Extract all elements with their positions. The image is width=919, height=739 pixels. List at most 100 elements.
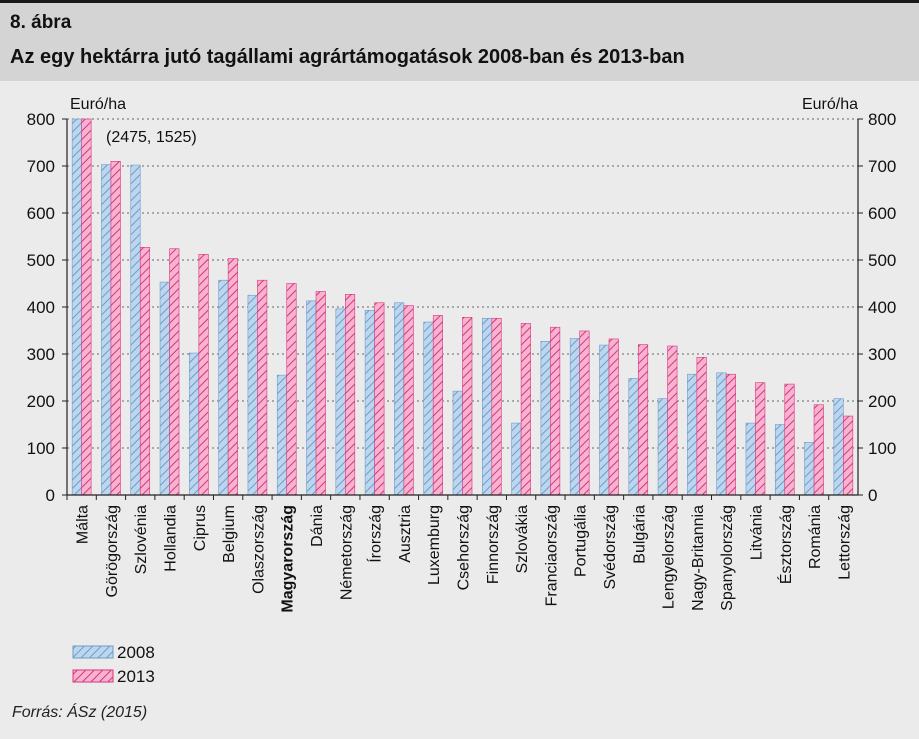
figure-header: 8. ábra Az egy hektárra jutó tagállami a… [0, 0, 919, 81]
x-category-label: Észtország [776, 505, 795, 584]
x-category-label: Lettország [836, 505, 853, 580]
legend-label-2013: 2013 [117, 667, 155, 686]
bar-2013-7 [257, 279, 268, 496]
bar-2008-9 [306, 300, 317, 496]
y-tick-label-right: 700 [868, 157, 896, 176]
bar-2008-8 [276, 374, 288, 496]
x-category-label: Szlovénia [133, 505, 150, 574]
bar-2008-14 [452, 390, 463, 496]
bar-2013-15 [491, 317, 502, 496]
bar-2013-27 [843, 415, 854, 496]
bar-2008-15 [481, 317, 493, 496]
bar-2008-7 [247, 294, 258, 496]
x-category-label: Görögország [104, 505, 121, 598]
bar-2008-12 [394, 302, 405, 496]
bar-2008-6 [218, 279, 229, 496]
legend: 2008 2013 [72, 643, 155, 686]
bar-2013-2 [110, 161, 121, 496]
x-category-label: Románia [807, 505, 824, 569]
x-category-label: Svédország [602, 505, 619, 590]
bar-2013-8 [286, 283, 297, 496]
bar-2008-2 [101, 164, 112, 496]
y-tick-label-right: 100 [868, 439, 896, 458]
bars [71, 118, 854, 496]
x-category-label: Franciaország [543, 505, 560, 606]
x-category-label: Olaszország [250, 505, 267, 594]
y-tick-label-right: 0 [868, 486, 877, 505]
bar-2008-4 [159, 281, 170, 496]
x-category-label: Litvánia [748, 505, 765, 560]
bar-2013-10 [345, 294, 356, 496]
bar-2008-24 [745, 422, 756, 496]
x-category-label: Portugália [573, 505, 590, 577]
bar-2008-22 [687, 373, 698, 496]
y-tick-label-right: 500 [868, 251, 896, 270]
bar-2013-21 [667, 345, 678, 496]
x-category-label: Ciprus [192, 505, 209, 551]
bar-2013-3 [139, 247, 151, 496]
x-category-label: Dánia [309, 505, 326, 547]
y-tick-label-left: 100 [27, 439, 55, 458]
x-category-label: Finnország [485, 505, 502, 584]
x-category-label: Spanyolország [719, 505, 736, 611]
x-category-label: Csehország [456, 505, 473, 590]
x-category-label: Málta [75, 505, 92, 544]
legend-label-2008: 2008 [117, 643, 155, 662]
x-category-label: Hollandia [163, 505, 180, 572]
bar-2013-19 [608, 338, 619, 496]
bar-2008-27 [833, 398, 844, 496]
bar-2013-4 [169, 248, 180, 496]
bar-2013-26 [813, 404, 824, 496]
y-tick-label-left: 800 [27, 110, 55, 129]
bar-2013-17 [550, 326, 561, 496]
bar-2008-3 [130, 164, 141, 496]
y-axis-label-right: Euró/ha [802, 96, 858, 113]
bar-2008-26 [804, 442, 815, 496]
y-tick-label-right: 800 [868, 110, 896, 129]
bar-2013-23 [725, 373, 736, 496]
bar-2008-10 [335, 308, 346, 496]
bar-2013-22 [696, 356, 707, 496]
bar-2013-6 [227, 258, 238, 496]
y-tick-label-right: 300 [868, 345, 896, 364]
x-category-label: Ausztria [397, 505, 414, 563]
bar-2013-18 [579, 330, 590, 496]
y-tick-label-right: 400 [868, 298, 896, 317]
x-category-label: Szlovákia [514, 505, 531, 574]
figure-title: Az egy hektárra jutó tagállami agrártámo… [10, 46, 685, 68]
bar-2008-5 [189, 352, 200, 496]
x-category-label: Luxemburg [426, 505, 443, 585]
y-tick-label-right: 600 [868, 204, 896, 223]
x-category-label: Nagy-Britannia [690, 505, 707, 611]
bar-2013-5 [198, 254, 209, 496]
bar-2013-24 [755, 382, 766, 496]
y-tick-label-left: 600 [27, 204, 55, 223]
bar-2013-1 [81, 118, 92, 496]
bar-2013-12 [403, 305, 414, 496]
bar-2008-16 [511, 422, 522, 496]
x-category-label: Lengyelország [661, 505, 678, 609]
legend-swatch-2008 [72, 645, 114, 659]
bar-2008-11 [364, 309, 375, 496]
y-tick-label-left: 0 [46, 486, 55, 505]
bar-2013-13 [432, 315, 444, 496]
bar-2008-18 [569, 338, 580, 496]
y-tick-label-right: 200 [868, 392, 896, 411]
y-tick-label-left: 400 [27, 298, 55, 317]
bar-2013-9 [315, 291, 326, 496]
figure-source: Forrás: ÁSz (2015) [12, 704, 148, 721]
bar-2008-1 [71, 118, 82, 496]
bar-2008-20 [628, 378, 639, 496]
truncated-bar-annotation: (2475, 1525) [106, 129, 197, 146]
x-category-label: Írország [366, 505, 385, 563]
bar-2013-16 [520, 323, 531, 496]
x-category-label: Németország [338, 505, 355, 600]
bar-2013-14 [462, 317, 473, 496]
bar-2008-17 [540, 341, 551, 496]
legend-swatch-2013 [72, 669, 114, 683]
bar-2013-25 [784, 383, 795, 496]
bar-2013-11 [374, 302, 385, 496]
bar-2008-25 [774, 424, 786, 496]
y-tick-label-left: 300 [27, 345, 55, 364]
